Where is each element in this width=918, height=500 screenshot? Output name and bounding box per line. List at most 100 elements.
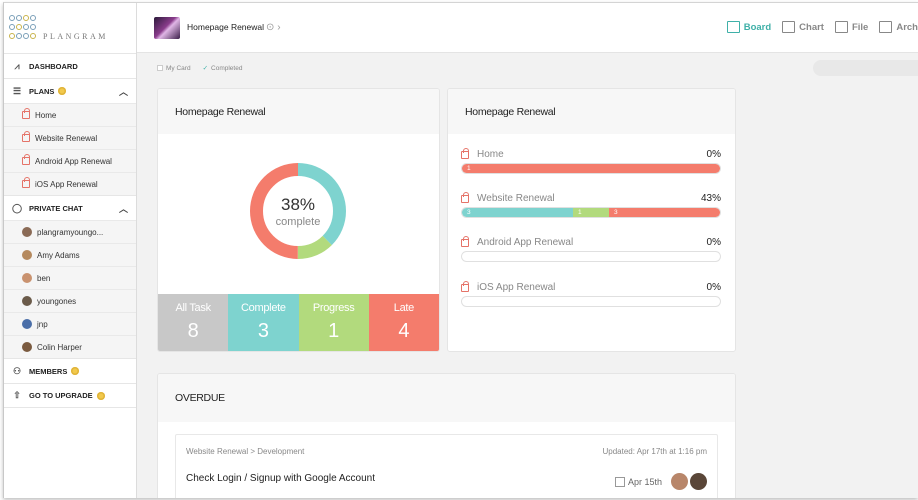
project-name: Homepage Renewal (187, 22, 265, 32)
chart-icon (782, 21, 796, 33)
overdue-task[interactable]: Website Renewal > Development Updated: A… (175, 434, 718, 498)
sidebar-item-upgrade[interactable]: ⇧ GO TO UPGRADE (4, 383, 136, 408)
search-input[interactable] (813, 60, 918, 76)
chat-item-label: ben (37, 273, 51, 283)
plan-name: Website Renewal (477, 193, 555, 204)
sidebar-plan-website-renewal[interactable]: Website Renewal (4, 126, 136, 149)
chevron-up-icon[interactable]: ︿ (118, 204, 128, 214)
avatar[interactable] (690, 473, 707, 490)
filter-my-card[interactable]: My Card (157, 65, 191, 72)
plan-progress-item[interactable]: Website Renewal 43% 3 1 3 (461, 191, 721, 218)
sidebar-item-label: MEMBERS (29, 366, 68, 376)
chat-item-label: jnp (37, 319, 48, 329)
chat-item-label: Colin Harper (37, 342, 82, 352)
avatar (22, 319, 32, 329)
completion-percent: 38% (280, 195, 316, 214)
filter-label: Completed (211, 64, 243, 72)
plan-progress-item[interactable]: iOS App Renewal 0% (461, 280, 721, 307)
avatar (22, 273, 32, 283)
stat-all-task[interactable]: All Task 8 (158, 294, 229, 351)
plan-percent: 0% (706, 237, 721, 248)
stat-label: Late (393, 302, 415, 314)
plan-name: Android App Renewal (477, 237, 574, 248)
chat-item-label: youngones (37, 296, 77, 306)
lock-icon (461, 235, 469, 247)
chat-item[interactable]: jnp (4, 312, 136, 335)
avatar (22, 296, 32, 306)
coin-icon (71, 367, 80, 375)
avatar[interactable] (671, 473, 688, 490)
sidebar-plan-home[interactable]: Home (4, 103, 136, 126)
task-title[interactable]: Check Login / Signup with Google Account (186, 473, 376, 484)
sidebar-item-label: DASHBOARD (29, 61, 78, 71)
overdue-title: OVERDUE (158, 374, 735, 422)
sidebar-item-plans[interactable]: ☰ PLANS ︿ (4, 78, 136, 103)
tab-chart[interactable]: Chart (782, 21, 824, 33)
lock-icon (22, 108, 30, 119)
tab-file[interactable]: File (834, 21, 868, 33)
members-icon: ⚇ (12, 365, 22, 376)
project-thumbnail[interactable] (154, 16, 180, 39)
chat-item[interactable]: ben (4, 266, 136, 289)
sidebar-item-label: PRIVATE CHAT (29, 203, 83, 213)
sidebar-item-private-chat[interactable]: ◯ PRIVATE CHAT ︿ (4, 195, 136, 220)
brand-name: PLANGRAM (43, 31, 108, 41)
donut-segment-progress (250, 163, 346, 259)
progress-segment: 3 (462, 208, 573, 217)
tab-board[interactable]: Board (726, 21, 772, 33)
lock-icon (461, 147, 469, 159)
plan-progress-item[interactable]: Android App Renewal 0% (461, 235, 721, 262)
stat-progress[interactable]: Progress 1 (298, 294, 369, 351)
plan-percent: 43% (700, 193, 721, 204)
chat-item-label: plangramyoungo... (37, 227, 104, 237)
stat-value: 4 (398, 320, 410, 342)
sidebar: PLANGRAM ⩘ DASHBOARD ☰ PLANS ︿ Home Webs… (4, 3, 137, 498)
tab-label: Chart (799, 21, 824, 33)
file-icon (834, 21, 848, 33)
stat-value: 8 (187, 320, 199, 342)
calendar-icon (614, 477, 625, 487)
chat-item[interactable]: Amy Adams (4, 243, 136, 266)
sidebar-item-dashboard[interactable]: ⩘ DASHBOARD (4, 53, 136, 78)
stat-label: All Task (175, 302, 211, 314)
sidebar-item-members[interactable]: ⚇ MEMBERS (4, 358, 136, 383)
chevron-down-icon: ⊙ › (266, 22, 281, 33)
logo[interactable]: PLANGRAM (4, 3, 136, 53)
progress-segment: 1 (572, 208, 610, 217)
logo-mark-icon (9, 15, 37, 41)
archive-icon (879, 21, 893, 33)
project-switcher[interactable]: Homepage Renewal ⊙ › (187, 22, 281, 33)
progress-bar: 1 (461, 163, 721, 174)
plan-progress-item[interactable]: Home 0% 1 (461, 147, 721, 174)
summary-card-title: Homepage Renewal (158, 89, 439, 134)
progress-bar (461, 251, 721, 262)
tab-label: Board (743, 21, 772, 33)
checkbox-icon (157, 65, 163, 71)
filter-completed[interactable]: ✓ Completed (203, 64, 243, 73)
app-window: PLANGRAM ⩘ DASHBOARD ☰ PLANS ︿ Home Webs… (3, 2, 918, 498)
chevron-up-icon[interactable]: ︿ (118, 87, 128, 97)
task-due-date: Apr 15th (614, 477, 662, 487)
sidebar-plan-ios-app-renewal[interactable]: iOS App Renewal (4, 172, 136, 195)
sidebar-item-label: Website Renewal (35, 133, 98, 143)
coin-icon (96, 391, 105, 400)
stat-late[interactable]: Late 4 (368, 294, 439, 351)
due-date-label: Apr 15th (627, 477, 662, 487)
task-breadcrumb[interactable]: Website Renewal > Development (186, 447, 305, 456)
stat-value: 1 (328, 320, 340, 342)
avatar (22, 342, 32, 352)
progress-segment: 1 (462, 164, 720, 173)
lock-icon (461, 191, 469, 203)
chat-item[interactable]: plangramyoungo... (4, 220, 136, 243)
tab-archive[interactable]: Arch (879, 21, 918, 33)
plan-percent: 0% (706, 282, 721, 293)
line-chart-icon: ⩘ (14, 60, 20, 71)
plan-progress-card: Homepage Renewal Home 0% 1 Website Renewal 4… (447, 88, 736, 352)
chat-item[interactable]: Colin Harper (4, 335, 136, 358)
stat-complete[interactable]: Complete 3 (228, 294, 299, 351)
sidebar-plan-android-app-renewal[interactable]: Android App Renewal (4, 149, 136, 172)
chat-item[interactable]: youngones (4, 289, 136, 312)
lock-icon (461, 280, 469, 292)
chat-item-label: Amy Adams (37, 250, 80, 260)
